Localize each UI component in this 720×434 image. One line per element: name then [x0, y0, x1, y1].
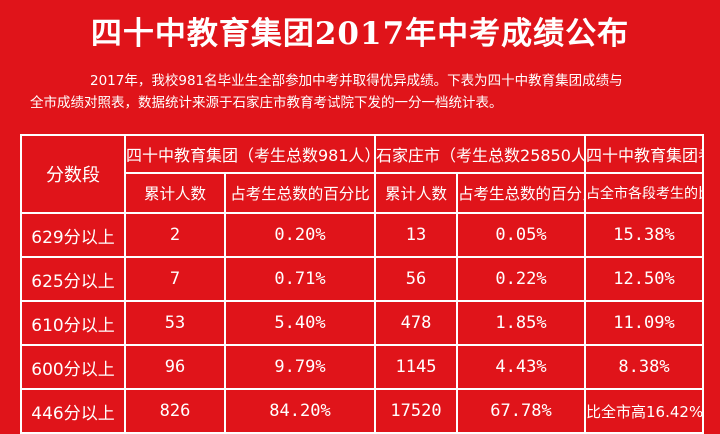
- ratio-cell: 15.38%: [584, 212, 705, 258]
- group-pct-cell: 84.20%: [223, 388, 377, 434]
- table-row: 446分以上 826 84.20% 17520 67.78% 比全市高16.42…: [20, 388, 705, 434]
- intro-line-2: 全市成绩对照表，数据统计来源于石家庄市教育考试院下发的一分一档统计表。: [30, 95, 503, 111]
- city-pct-cell: 4.43%: [456, 344, 587, 390]
- segment-cell: 625分以上: [20, 256, 126, 302]
- group-header: 四十中教育集团（考生总数981人）: [123, 134, 377, 174]
- segment-cell: 446分以上: [20, 388, 126, 434]
- segment-cell: 629分以上: [20, 212, 126, 258]
- city-count-header: 累计人数: [374, 172, 459, 214]
- group-count-cell: 96: [124, 344, 226, 390]
- ratio-header-line-2: 占全市各段考生的比例: [584, 172, 705, 214]
- city-count-cell: 17520: [374, 388, 459, 434]
- table-row: 629分以上 2 0.20% 13 0.05% 15.38%: [20, 212, 705, 258]
- city-pct-cell: 67.78%: [456, 388, 587, 434]
- ratio-cell: 12.50%: [584, 256, 705, 302]
- group-count-cell: 2: [124, 212, 226, 258]
- intro-paragraph: 2017年，我校981名毕业生全部参加中考并取得优异成绩。下表为四十中教育集团成…: [30, 70, 700, 114]
- group-pct-cell: 0.20%: [223, 212, 377, 258]
- city-pct-cell: 1.85%: [456, 300, 587, 346]
- ratio-cell: 8.38%: [584, 344, 705, 390]
- ratio-header-line-1: 四十中教育集团考生: [584, 134, 705, 174]
- ratio-cell: 比全市高16.42%: [584, 388, 705, 434]
- city-count-cell: 1145: [374, 344, 459, 390]
- segment-header: 分数段: [20, 134, 126, 214]
- group-pct-cell: 5.40%: [223, 300, 377, 346]
- poster-title: 四十中教育集团2017年中考成绩公布: [90, 16, 630, 52]
- group-pct-cell: 9.79%: [223, 344, 377, 390]
- group-count-cell: 826: [124, 388, 226, 434]
- header-row-2: 累计人数 占考生总数的百分比 累计人数 占考生总数的百分比 占全市各段考生的比例: [21, 172, 705, 214]
- intro-line-1: 2017年，我校981名毕业生全部参加中考并取得优异成绩。下表为四十中教育集团成…: [90, 73, 623, 89]
- city-pct-cell: 0.22%: [456, 256, 587, 302]
- group-pct-cell: 0.71%: [223, 256, 377, 302]
- table-row: 600分以上 96 9.79% 1145 4.43% 8.38%: [20, 344, 705, 390]
- table-row: 610分以上 53 5.40% 478 1.85% 11.09%: [20, 300, 705, 346]
- segment-cell: 610分以上: [20, 300, 126, 346]
- group-count-cell: 7: [124, 256, 226, 302]
- group-count-header: 累计人数: [124, 172, 226, 214]
- city-header: 石家庄市（考生总数25850人）: [374, 134, 587, 174]
- city-count-cell: 56: [374, 256, 459, 302]
- city-count-cell: 478: [374, 300, 459, 346]
- segment-cell: 600分以上: [20, 344, 126, 390]
- group-count-cell: 53: [124, 300, 226, 346]
- header-row-1: 分数段 四十中教育集团（考生总数981人） 石家庄市（考生总数25850人） 四…: [20, 134, 705, 214]
- group-pct-header: 占考生总数的百分比: [223, 172, 377, 214]
- table-row: 625分以上 7 0.71% 56 0.22% 12.50%: [20, 256, 705, 302]
- city-pct-cell: 0.05%: [456, 212, 587, 258]
- city-count-cell: 13: [374, 212, 459, 258]
- results-table: 分数段 四十中教育集团（考生总数981人） 石家庄市（考生总数25850人） 四…: [20, 134, 705, 434]
- city-pct-header: 占考生总数的百分比: [456, 172, 587, 214]
- ratio-cell: 11.09%: [584, 300, 705, 346]
